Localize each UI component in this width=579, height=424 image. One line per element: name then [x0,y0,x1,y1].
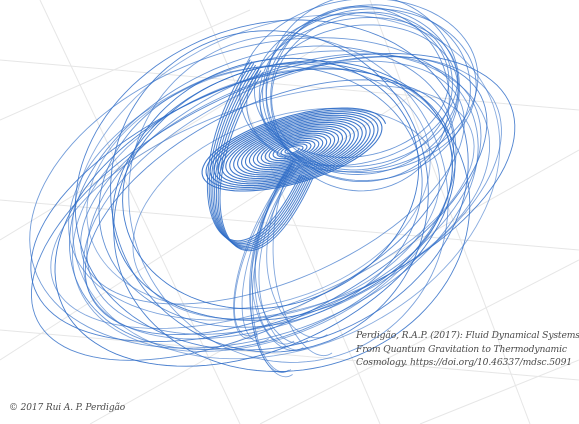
outer-orbit [128,34,449,363]
grid-line [0,329,579,381]
citation-text: Perdigão, R.A.P. (2017): Fluid Dynamical… [356,329,579,370]
trajectory-bundle [217,70,312,250]
upper-loop [254,12,450,158]
outer-orbit [80,60,465,305]
grid-line [0,9,251,121]
outer-orbit [122,57,420,310]
spiral-core [201,107,386,192]
lower-lobe-orbit [272,159,333,356]
upper-loop [271,11,453,171]
outer-orbit [110,30,429,353]
citation-line-1: Perdigão, R.A.P. (2017): Fluid Dynamical… [356,330,579,341]
grid-line [419,359,579,424]
lower-lobe-orbit [233,162,296,337]
lower-lobe-orbit [258,165,308,351]
upper-loop [265,4,471,182]
citation-line-2: From Quantum Gravitation to Thermodynami… [356,343,567,355]
grid-line [259,259,579,424]
upper-loop [270,5,450,192]
trajectory-bundle [210,63,305,245]
lower-lobe-orbit [251,168,304,351]
outer-orbit [113,62,471,372]
attractor-orbits [29,0,516,378]
upper-loop [258,8,477,173]
trajectory-bundle [219,72,314,252]
outer-orbit [86,63,431,310]
copyright-notice: © 2017 Rui A. P. Perdigão [9,403,126,413]
trajectory-bundle [214,66,308,247]
outer-orbit [74,19,469,351]
outer-orbit [50,84,475,329]
outer-orbit [84,79,455,336]
trajectory-bundle [216,68,310,249]
lower-lobe-orbit [233,163,293,340]
outer-orbit [72,14,501,360]
trajectory-bundle [212,64,306,246]
outer-orbit [30,53,516,343]
trajectory-bundle [207,59,301,242]
outer-orbit [29,37,479,349]
lower-lobe-orbit [254,161,295,345]
grid-line [0,199,579,251]
grid-line [0,59,579,111]
grid-line [369,0,531,424]
grid-line [89,149,579,424]
citation-line-3: Cosmology. https://doi.org/10.46337/mdsc… [356,357,572,368]
outer-orbit [132,107,440,320]
lower-lobe-orbit [266,165,328,339]
outer-orbit [69,45,457,350]
outer-orbit [71,67,453,352]
trajectory-bundle [208,61,303,243]
upper-loop [246,17,459,167]
